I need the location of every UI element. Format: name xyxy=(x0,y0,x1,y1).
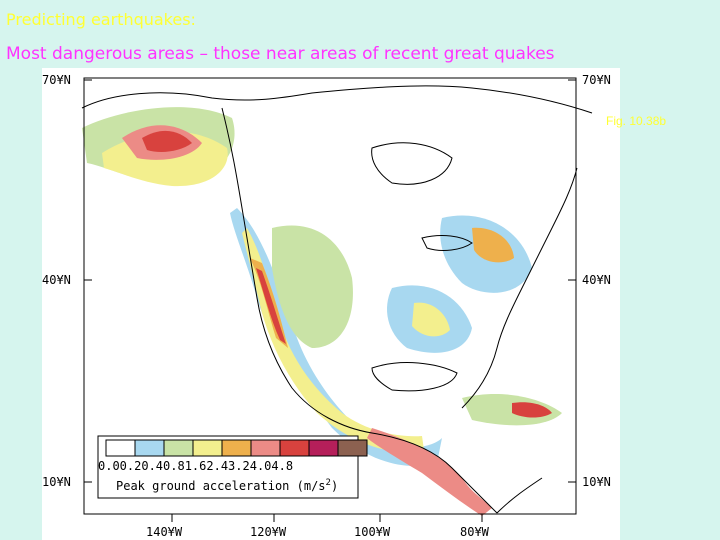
legend-swatch-1 xyxy=(134,439,165,457)
hazard-zone-st-lawrence xyxy=(472,227,514,263)
legend-swatch-3 xyxy=(192,439,223,457)
map-canvas: 70¥N 40¥N 10¥N 70¥N 40¥N 10¥N 140¥W 120¥… xyxy=(42,73,611,539)
map-ticks xyxy=(84,79,576,522)
hazard-zone-new-madrid xyxy=(412,302,450,337)
hazard-zone-san-andreas xyxy=(256,268,286,344)
hazard-zone-alaska-core xyxy=(142,130,192,152)
lat-label-right-70: 70¥N xyxy=(582,73,611,87)
legend-tick-labels: 0.00.20.40.81.62.43.24.04.8 xyxy=(98,459,293,473)
legend-swatch-5 xyxy=(250,439,281,457)
legend-title: Peak ground acceleration (m/s2) xyxy=(116,478,338,493)
legend-title-end: ) xyxy=(331,479,338,493)
legend-swatch-0 xyxy=(105,439,136,457)
slide-subtitle: Most dangerous areas – those near areas … xyxy=(6,44,555,64)
lon-label-140w: 140¥W xyxy=(146,525,183,539)
hazard-map: 70¥N 40¥N 10¥N 70¥N 40¥N 10¥N 140¥W 120¥… xyxy=(42,68,620,540)
coastline-north-america xyxy=(81,85,593,514)
figure-label: Fig. 10.38b xyxy=(606,114,667,128)
slide-title: Predicting earthquakes: xyxy=(6,10,196,29)
legend-swatch-2 xyxy=(163,439,194,457)
legend-swatch-4 xyxy=(221,439,252,457)
legend-swatches xyxy=(105,439,368,457)
hazard-zone-intermountain xyxy=(272,225,353,348)
legend-title-main: Peak ground acceleration (m/s xyxy=(116,479,326,493)
hazard-zone-hispaniola xyxy=(512,402,552,418)
lon-label-100w: 100¥W xyxy=(354,525,391,539)
great-lakes xyxy=(421,235,473,251)
lat-label-left-10: 10¥N xyxy=(42,475,71,489)
lon-label-120w: 120¥W xyxy=(250,525,287,539)
legend-swatch-6 xyxy=(279,439,310,457)
lat-label-right-40: 40¥N xyxy=(582,273,611,287)
lat-label-left-40: 40¥N xyxy=(42,273,71,287)
lat-label-right-10: 10¥N xyxy=(582,475,611,489)
legend: 0.00.20.40.81.62.43.24.04.8 Peak ground … xyxy=(97,435,368,499)
legend-swatch-7 xyxy=(308,439,339,457)
coastlines xyxy=(81,85,593,514)
lat-label-left-70: 70¥N xyxy=(42,73,71,87)
hazard-zone-central-america xyxy=(367,428,492,516)
gulf-of-mexico xyxy=(371,362,458,392)
legend-swatch-8 xyxy=(337,439,368,457)
hudson-bay xyxy=(371,142,453,185)
hazard-shading xyxy=(82,107,562,516)
legend-title-sup: 2 xyxy=(326,478,331,488)
lon-label-80w: 80¥W xyxy=(460,525,490,539)
map-frame xyxy=(83,77,577,515)
